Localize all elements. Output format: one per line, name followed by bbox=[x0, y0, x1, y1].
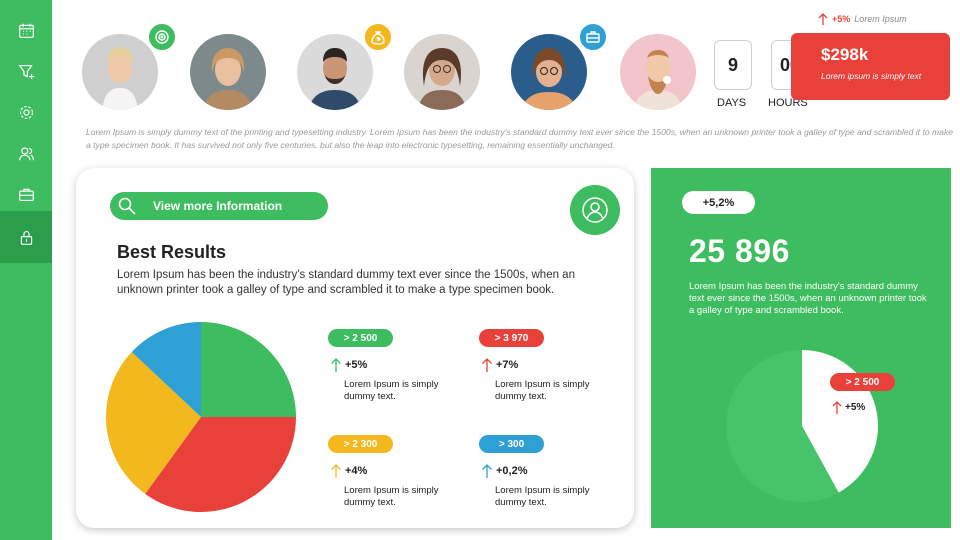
stat-text: Lorem Ipsum is simply dummy text. bbox=[344, 379, 439, 402]
arrow-up-icon bbox=[818, 13, 828, 25]
avatar-photo bbox=[511, 34, 587, 110]
days-counter: 9 bbox=[714, 40, 752, 90]
pie-slice bbox=[726, 350, 839, 502]
users-icon bbox=[18, 146, 34, 160]
avatar[interactable] bbox=[511, 34, 587, 110]
summary-growth-pill: +5,2% bbox=[682, 191, 755, 214]
summary-value: 25 896 bbox=[689, 233, 790, 269]
arrow-up-icon bbox=[482, 358, 492, 372]
target-badge bbox=[147, 22, 177, 52]
top-note: +5% Lorem Ipsum bbox=[818, 12, 907, 26]
sidebar-item-calendar[interactable] bbox=[0, 9, 52, 51]
stat-text: Lorem Ipsum is simply dummy text. bbox=[495, 379, 590, 402]
view-more-button[interactable]: View more Information bbox=[110, 192, 328, 220]
avatar-photo bbox=[620, 34, 696, 110]
stat-item: > 2 300 +4% Lorem Ipsum is simply dummy … bbox=[328, 435, 468, 509]
stat-item: > 300 +0,2% Lorem Ipsum is simply dummy … bbox=[479, 435, 619, 509]
stat-pct: +5% bbox=[345, 359, 368, 371]
revenue-card: $298k Lorem ipsum is simply text bbox=[791, 33, 950, 100]
stat-tag: > 2 500 bbox=[328, 329, 393, 347]
pie-slice bbox=[145, 417, 296, 512]
arrow-up-icon bbox=[482, 464, 492, 478]
pie-slice bbox=[106, 351, 201, 494]
stat-pct: +4% bbox=[345, 465, 368, 477]
summary-description: Lorem Ipsum has been the industry's stan… bbox=[689, 281, 927, 316]
briefcase-icon bbox=[18, 188, 34, 201]
days-label: DAYS bbox=[717, 97, 747, 109]
revenue-text: Lorem ipsum is simply text bbox=[821, 71, 922, 81]
money-bag-icon bbox=[371, 31, 385, 45]
stat-pct: +7% bbox=[496, 359, 519, 371]
view-more-label: View more Information bbox=[153, 199, 283, 213]
summary-tag-pct-row: +5% bbox=[832, 400, 865, 415]
revenue-value: $298k bbox=[821, 45, 869, 64]
sidebar-item-briefcase[interactable] bbox=[0, 173, 52, 215]
lock-icon bbox=[20, 230, 32, 245]
stat-text: Lorem Ipsum is simply dummy text. bbox=[495, 485, 590, 508]
toolbox-icon bbox=[586, 31, 600, 43]
sidebar-item-settings[interactable] bbox=[0, 91, 52, 133]
stat-tag: > 2 300 bbox=[328, 435, 393, 453]
sidebar-item-filter[interactable] bbox=[0, 50, 52, 92]
summary-tag-pct: +5% bbox=[845, 402, 866, 413]
avatar-photo bbox=[404, 34, 480, 110]
profile-button[interactable] bbox=[570, 185, 620, 235]
avatar[interactable] bbox=[620, 34, 696, 110]
stat-text: Lorem Ipsum is simply dummy text. bbox=[344, 485, 439, 508]
avatar[interactable] bbox=[297, 34, 373, 110]
stat-pct: +0,2% bbox=[496, 465, 528, 477]
avatar[interactable] bbox=[404, 34, 480, 110]
top-note-text: Lorem Ipsum bbox=[854, 14, 907, 24]
stat-tag: > 300 bbox=[479, 435, 544, 453]
card-description: Lorem Ipsum has been the industry's stan… bbox=[117, 269, 575, 296]
toolbox-badge bbox=[578, 22, 608, 52]
avatar[interactable] bbox=[82, 34, 158, 110]
results-pie-chart bbox=[106, 322, 296, 512]
avatar-photo bbox=[82, 34, 158, 110]
sidebar-item-lock[interactable] bbox=[0, 211, 52, 263]
filter-icon bbox=[18, 64, 34, 79]
money-badge bbox=[363, 22, 393, 52]
avatar-photo bbox=[297, 34, 373, 110]
pie-slice bbox=[131, 322, 201, 417]
sidebar bbox=[0, 0, 52, 540]
arrow-up-icon bbox=[331, 464, 341, 478]
stat-item: > 2 500 +5% Lorem Ipsum is simply dummy … bbox=[328, 329, 468, 403]
target-icon bbox=[155, 30, 169, 44]
hours-label: HOURS bbox=[768, 97, 808, 109]
summary-tag: > 2 500 bbox=[830, 373, 895, 391]
avatar[interactable] bbox=[190, 34, 266, 110]
search-icon bbox=[118, 197, 136, 215]
card-title: Best Results bbox=[117, 242, 227, 262]
sidebar-item-users[interactable] bbox=[0, 132, 52, 174]
user-icon bbox=[582, 197, 608, 223]
intro-text: Lorem Ipsum is simply dummy text of the … bbox=[86, 127, 954, 150]
top-note-pct: +5% bbox=[832, 14, 851, 24]
arrow-up-icon bbox=[832, 401, 842, 414]
gear-icon bbox=[19, 105, 33, 119]
pie-slice bbox=[201, 322, 296, 417]
stat-item: > 3 970 +7% Lorem Ipsum is simply dummy … bbox=[479, 329, 619, 403]
arrow-up-icon bbox=[331, 358, 341, 372]
calendar-icon bbox=[18, 23, 34, 38]
stat-tag: > 3 970 bbox=[479, 329, 544, 347]
avatar-photo bbox=[190, 34, 266, 110]
